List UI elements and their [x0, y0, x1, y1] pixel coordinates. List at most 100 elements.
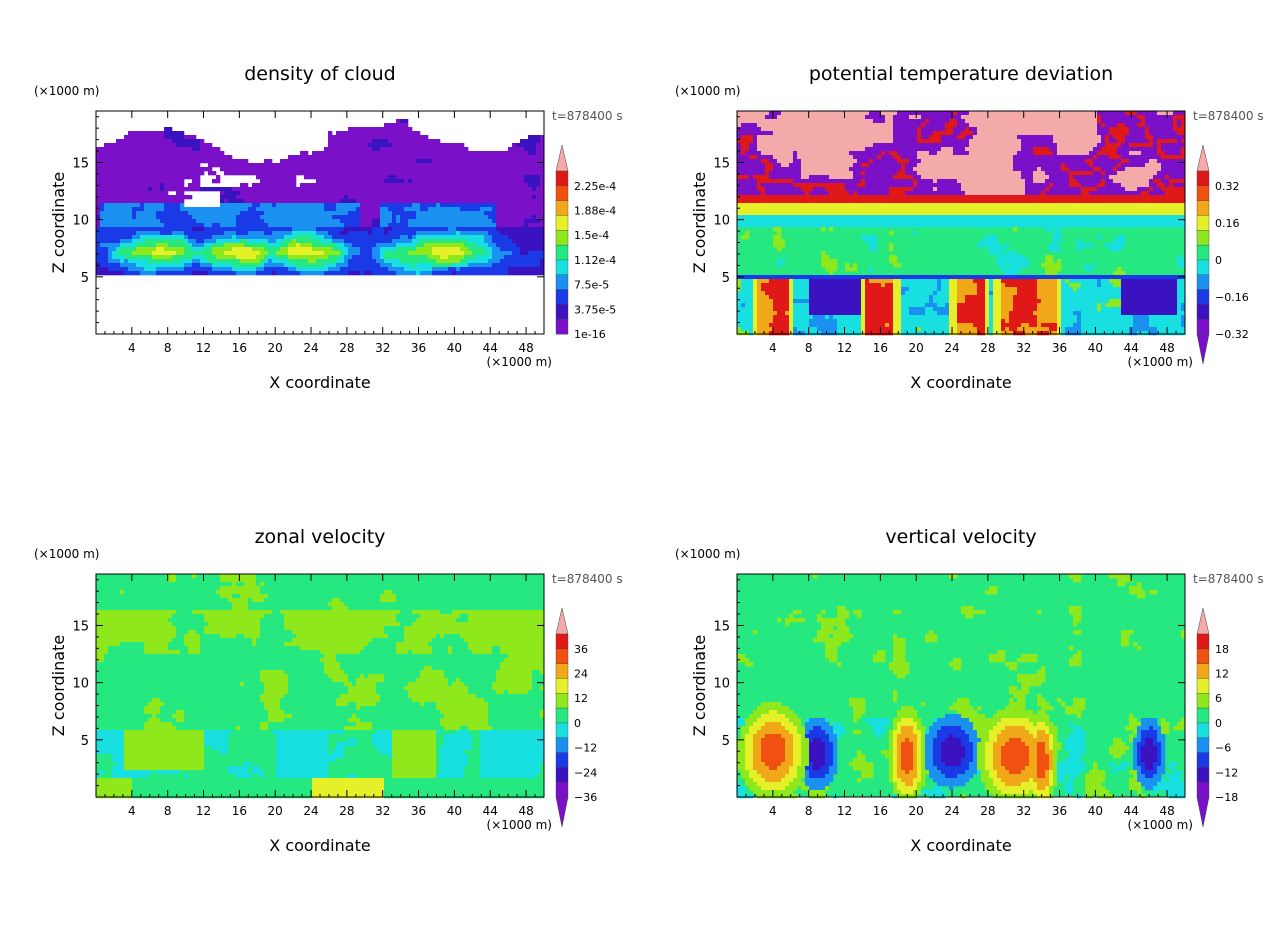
field-cell: [116, 191, 121, 196]
field-cell: [248, 191, 253, 196]
field-cell: [380, 159, 385, 164]
field-cell: [224, 267, 229, 272]
field-cell: [336, 203, 341, 208]
field-cell: [989, 115, 994, 120]
field-cell: [196, 251, 201, 256]
field-cell: [136, 263, 141, 268]
field-cell: [857, 123, 862, 128]
field-cell: [817, 147, 822, 152]
field-cell: [208, 227, 213, 232]
field-cell: [264, 215, 269, 220]
field-cell: [1097, 111, 1102, 116]
field-cell: [408, 167, 413, 172]
field-cell: [388, 235, 393, 240]
field-cell: [156, 207, 161, 212]
field-cell: [889, 147, 894, 152]
field-cell: [813, 127, 818, 132]
field-cell: [268, 231, 273, 236]
field-cell: [104, 143, 109, 148]
field-cell: [492, 171, 497, 176]
field-cell: [520, 215, 525, 220]
field-cell: [380, 179, 385, 184]
field-cell: [909, 123, 914, 128]
field-cell: [456, 243, 461, 248]
field-cell: [384, 187, 389, 192]
field-cell: [128, 247, 133, 252]
field-cell: [1013, 115, 1018, 120]
field-cell: [909, 127, 914, 132]
field-cell: [156, 231, 161, 236]
field-cell: [212, 163, 217, 168]
field-cell: [368, 219, 373, 224]
field-cell: [324, 223, 329, 228]
field-cell: [380, 163, 385, 168]
field-cell: [180, 143, 185, 148]
field-cell: [785, 151, 790, 156]
field-cell: [196, 159, 201, 164]
field-cell: [132, 175, 137, 180]
field-cell: [248, 187, 253, 192]
field-cell: [100, 231, 105, 236]
field-cell: [845, 115, 850, 120]
field-cell: [496, 195, 501, 200]
field-cell: [761, 147, 766, 152]
field-cell: [536, 159, 541, 164]
field-cell: [1157, 119, 1162, 124]
field-cell: [280, 211, 285, 216]
field-cell: [176, 247, 181, 252]
field-cell: [424, 271, 429, 276]
field-cell: [348, 159, 353, 164]
field-cell: [372, 207, 377, 212]
field-cell: [208, 171, 213, 176]
field-cell: [981, 135, 986, 140]
field-cell: [332, 179, 337, 184]
field-cell: [488, 239, 493, 244]
field-cell: [1029, 139, 1034, 144]
field-cell: [228, 247, 233, 252]
field-cell: [801, 123, 806, 128]
field-cell: [1157, 139, 1162, 144]
field-cell: [428, 267, 433, 272]
field-cell: [328, 183, 333, 188]
field-cell: [288, 155, 293, 160]
field-cell: [1009, 123, 1014, 128]
field-cell: [244, 211, 249, 216]
field-cell: [396, 243, 401, 248]
field-cell: [248, 235, 253, 240]
field-cell: [252, 187, 257, 192]
field-cell: [264, 219, 269, 224]
field-cell: [937, 123, 942, 128]
field-cell: [1041, 135, 1046, 140]
field-cell: [280, 215, 285, 220]
field-cell: [176, 195, 181, 200]
field-cell: [436, 227, 441, 232]
field-cell: [937, 115, 942, 120]
field-cell: [869, 139, 874, 144]
field-cell: [953, 115, 958, 120]
field-cell: [304, 227, 309, 232]
field-cell: [849, 111, 854, 116]
field-cell: [480, 203, 485, 208]
field-cell: [825, 143, 830, 148]
field-cell: [1117, 147, 1122, 152]
field-cell: [396, 267, 401, 272]
field-cell: [364, 143, 369, 148]
field-cell: [168, 159, 173, 164]
field-cell: [288, 267, 293, 272]
field-cell: [761, 127, 766, 132]
field-cell: [172, 223, 177, 228]
field-cell: [845, 119, 850, 124]
field-cell: [372, 255, 377, 260]
field-cell: [913, 147, 918, 152]
field-cell: [328, 235, 333, 240]
field-cell: [132, 267, 137, 272]
field-cell: [220, 271, 225, 276]
field-cell: [1141, 147, 1146, 152]
field-cell: [228, 235, 233, 240]
field-cell: [480, 195, 485, 200]
x-unit-label: (×1000 m): [487, 355, 552, 369]
field-cell: [332, 155, 337, 160]
field-cell: [220, 199, 225, 204]
field-cell: [949, 119, 954, 124]
field-cell: [1045, 143, 1050, 148]
